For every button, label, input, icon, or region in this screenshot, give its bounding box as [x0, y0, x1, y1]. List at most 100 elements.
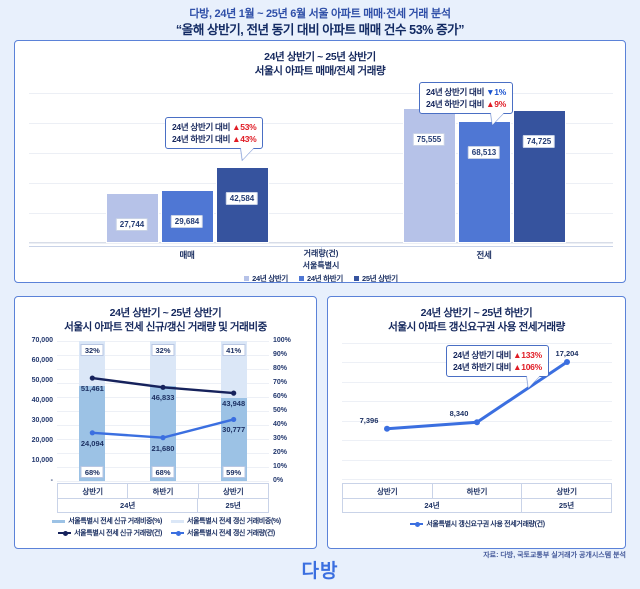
chart3-line	[384, 359, 570, 432]
chart2-legend-row-volume: 서울특별시 전세 신규 거래량(건) 서울특별시 전세 갱신 거래량(건)	[58, 528, 275, 538]
chart1-callout-sale: 24년 상반기 대비 ▲53% 24년 하반기 대비 ▲43%	[165, 117, 264, 160]
legend-label: 서울특별시 전세 신규 거래비중(%)	[68, 518, 162, 525]
chart1-bar-value: 75,555	[412, 133, 446, 147]
chart2-legend-item: 서울특별시 전세 신규 거래량(건)	[58, 528, 162, 538]
chart1-gridline	[29, 123, 613, 124]
chart1-gridline	[29, 243, 613, 244]
callout3-row1-value: ▲133%	[513, 350, 542, 360]
chart2-pct-label-new: 68%	[151, 466, 175, 478]
chart2-lines	[89, 375, 237, 441]
chart3-x-axis: 상반기 하반기 상반기 24년 25년	[342, 483, 612, 513]
chart2-y-tick-right: 100%	[273, 337, 291, 344]
chart2-line-label-renew: 21,680	[151, 443, 175, 453]
chart2-title: 24년 상반기 ~ 25년 상반기 서울시 아파트 전세 신규/갱신 거래량 및…	[15, 297, 316, 334]
header-line-1: 다방, 24년 1월 ~ 25년 6월 서울 아파트 매매·전세 거래 분석	[189, 8, 451, 20]
legend-swatch	[353, 276, 359, 281]
chart1-bar-group: 27,744 29,684 42,584	[105, 166, 269, 243]
chart2-title-line-1: 24년 상반기 ~ 25년 상반기	[109, 307, 222, 319]
x-axis-period-label: 상반기	[58, 484, 129, 498]
chart3-gridline	[342, 440, 612, 442]
chart1-gridline	[29, 153, 613, 154]
chart2-y-tick-left: 20,000	[31, 437, 53, 444]
chart2-pct-label-renew: 32%	[80, 344, 104, 357]
x-axis-year-label: 24년	[58, 498, 199, 512]
x-axis-period-label: 상반기	[556, 486, 578, 496]
chart2-legend-item: 서울특별시 전세 갱신 거래비중(%)	[171, 516, 281, 526]
legend-label: 25년 상반기	[361, 274, 398, 283]
chart1-legend-item: 24년 상반기	[244, 273, 288, 284]
chart2-pct-label-renew: 32%	[151, 344, 175, 357]
chart2-title-line-2: 서울시 아파트 전세 신규/갱신 거래량 및 거래비중	[64, 321, 267, 333]
chart2-x-axis: 상반기 하반기 상반기 24년 25년	[57, 483, 269, 513]
x-axis-bottom-row: 24년 25년	[58, 498, 268, 512]
x-axis-top-row: 상반기 하반기 상반기	[58, 484, 268, 498]
chart3-point-label: 7,396	[359, 415, 379, 425]
legend-swatch	[244, 276, 250, 281]
chart2-pct-label-new: 68%	[80, 466, 104, 478]
chart3-gridline	[342, 381, 612, 383]
chart1-bar-value: 74,725	[522, 134, 556, 148]
legend-swatch	[58, 530, 72, 536]
callout-sale-row2-label: 24년 하반기 대비	[172, 134, 231, 144]
chart2-y-tick-left: 50,000	[31, 377, 53, 384]
legend-swatch	[171, 519, 184, 523]
chart3-title: 24년 상반기 ~ 25년 하반기 서울시 아파트 갱신요구권 사용 전세거래량	[328, 297, 625, 334]
chart1-gridline	[29, 93, 613, 94]
chart2-y-tick-left: 10,000	[31, 457, 53, 464]
callout-sale-row1-label: 24년 상반기 대비	[172, 122, 231, 132]
legend-label: 서울특별시 전세 갱신 거래비중(%)	[187, 518, 281, 525]
chart1-bar-value: 42,584	[225, 191, 259, 205]
legend-label: 24년 상반기	[252, 274, 289, 283]
chart2-line-label-new: 51,461	[80, 384, 104, 394]
chart2-bar-new-share: 59%	[220, 398, 247, 481]
chart1-legend: 24년 상반기 24년 하반기 25년 상반기	[29, 273, 613, 284]
chart1-axis-caption-1: 거래량(건)	[303, 249, 339, 258]
chart2-y-tick-right: 10%	[273, 463, 288, 470]
chart2-y-tick-left: 30,000	[31, 417, 53, 424]
chart3-point-label: 17,204	[555, 349, 579, 358]
chart1-plot: 27,744 29,684 42,584 75,555 68,513 74,725	[29, 93, 613, 244]
chart1-group-label-sale: 매매	[179, 250, 195, 260]
chart3-gridline	[342, 459, 612, 461]
chart1-baseline	[29, 242, 613, 243]
chart3-legend-item: 서울특별시 갱신요구권 사용 전세거래량(건)	[410, 519, 545, 529]
x-axis-period-label: 하반기	[433, 484, 523, 498]
chart1-bar: 29,684	[160, 190, 214, 243]
chart3-gridline	[342, 343, 612, 344]
chart1-group-label-jeonse: 전세	[476, 250, 492, 260]
chart2-y-tick-right: 0%	[273, 477, 284, 484]
chart3-callout: 24년 상반기 대비 ▲133% 24년 하반기 대비 ▲106%	[446, 345, 549, 388]
x-axis-year-label: 24년	[343, 498, 522, 512]
chart3-gridline	[342, 479, 612, 480]
chart2-y-tick-left: 60,000	[31, 357, 53, 364]
source-note: 자료: 다방, 국토교통부 실거래가 공개시스템 분석	[483, 552, 626, 559]
callout-jeonse-row1-value: ▼1%	[486, 87, 506, 97]
chart2-line-label-new: 43,948	[222, 399, 246, 409]
header-line-2: “올해 상반기, 전년 동기 대비 아파트 매매 건수 53% 증가”	[175, 23, 465, 37]
chart2-legend-item: 서울특별시 전세 신규 거래비중(%)	[52, 516, 162, 526]
chart3-title-line-1: 24년 상반기 ~ 25년 하반기	[420, 307, 533, 319]
callout-sale-row1-value: ▲53%	[232, 122, 257, 132]
chart3-legend-row: 서울특별시 갱신요구권 사용 전세거래량(건)	[410, 519, 545, 529]
chart2-y-tick-right: 50%	[273, 407, 288, 414]
chart-panel-renewal-right: 24년 상반기 ~ 25년 하반기 서울시 아파트 갱신요구권 사용 전세거래량…	[327, 296, 626, 549]
chart2-pct-label-new: 59%	[222, 466, 246, 478]
legend-swatch	[52, 519, 66, 523]
callout-jeonse-row1-label: 24년 상반기 대비	[426, 87, 485, 97]
chart2-bar-renew-share: 41%	[220, 341, 247, 399]
chart2-y-tick-left: 70,000	[31, 337, 53, 344]
chart1-bar: 74,725	[512, 109, 566, 243]
chart3-gridline	[342, 401, 612, 403]
chart3-legend: 서울특별시 갱신요구권 사용 전세거래량(건)	[334, 519, 621, 529]
chart1-bar-group: 75,555 68,513 74,725	[402, 108, 566, 243]
chart2-line-label-renew: 30,777	[222, 425, 246, 435]
chart2-y-tick-right: 20%	[273, 449, 288, 456]
chart1-gridline	[29, 213, 613, 214]
chart1-bar: 68,513	[457, 120, 511, 243]
chart2-y-tick-right: 60%	[273, 393, 288, 400]
chart2-legend: 서울특별시 전세 신규 거래비중(%) 서울특별시 전세 갱신 거래비중(%) 서울…	[21, 516, 312, 538]
x-axis-bottom-row: 24년 25년	[343, 498, 611, 512]
chart1-axis-caption-2: 서울특별시	[302, 261, 340, 270]
callout3-row1-label: 24년 상반기 대비	[453, 350, 512, 360]
chart2-bar-new-share: 68%	[150, 385, 176, 481]
